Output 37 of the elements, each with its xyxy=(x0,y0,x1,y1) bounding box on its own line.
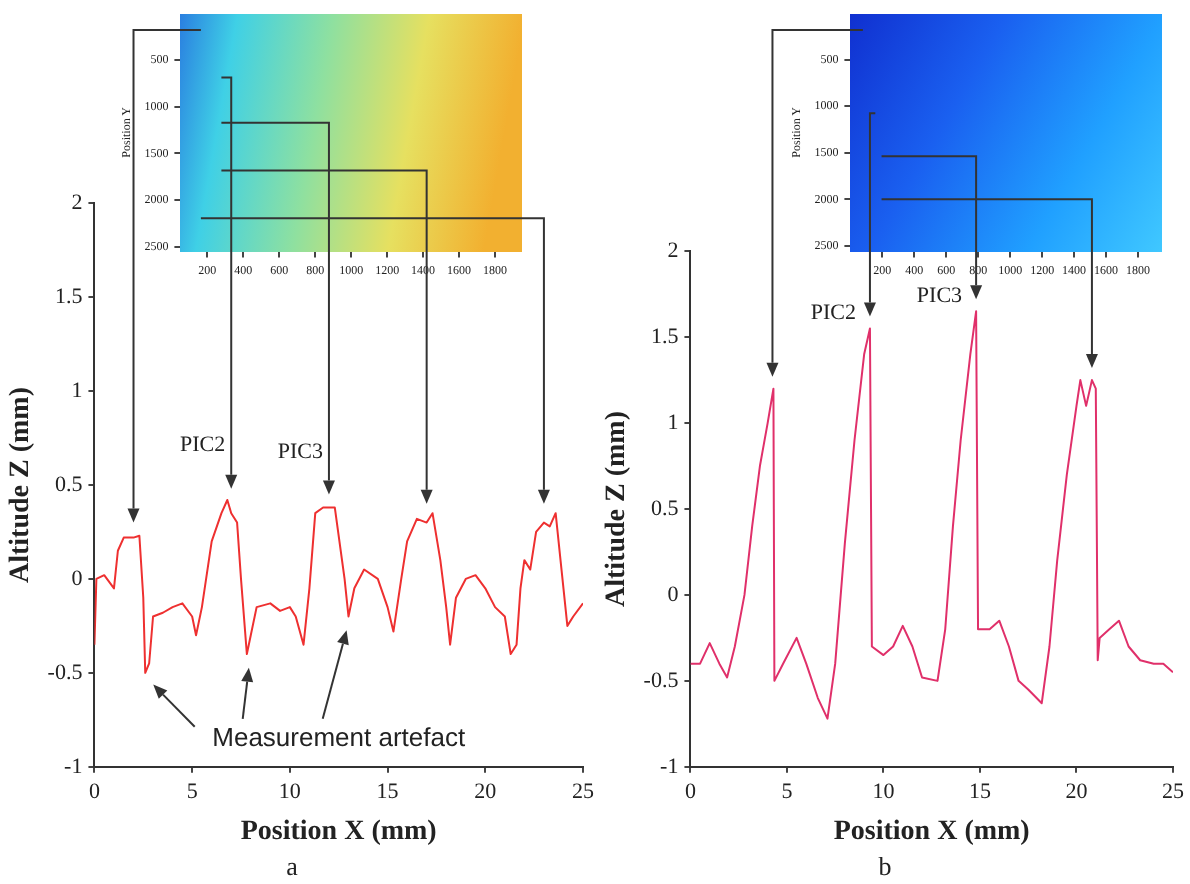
y-tick-label: -1 xyxy=(64,754,83,779)
x-tick-label: 20 xyxy=(1065,779,1089,804)
text: b xyxy=(878,851,892,882)
x-tick-label: 5 xyxy=(781,779,794,804)
y-tick-label: 1.5 xyxy=(54,284,84,309)
y-tick-label: 1 xyxy=(667,410,679,435)
x-tick-label: 10 xyxy=(278,779,302,804)
annotation: PIC2 xyxy=(179,432,226,457)
x-tick-label: 25 xyxy=(1162,779,1185,804)
text: a xyxy=(286,851,299,882)
y-axis-title: Altitude Z (mm) xyxy=(6,386,37,583)
y-tick-label: -0.5 xyxy=(47,660,84,685)
y-tick-label: -0.5 xyxy=(643,668,680,693)
x-tick-label: 0 xyxy=(684,779,697,804)
x-tick-label: 0 xyxy=(88,779,101,804)
x-tick-label: 15 xyxy=(968,779,992,804)
y-tick-label: 2 xyxy=(71,190,83,215)
x-tick-label: 20 xyxy=(474,779,498,804)
annotation: PIC2 xyxy=(810,301,856,326)
y-axis-title: Altitude Z (mm) xyxy=(602,410,633,607)
annotation: PIC3 xyxy=(277,440,324,465)
y-tick-label: -1 xyxy=(660,754,679,779)
y-tick-label: 0 xyxy=(71,566,84,591)
x-tick-label: 25 xyxy=(572,779,595,804)
y-tick-label: 2 xyxy=(667,238,679,263)
y-tick-label: 0 xyxy=(667,582,680,607)
x-axis-title: Position X (mm) xyxy=(833,817,1031,848)
y-tick-label: 0.5 xyxy=(650,496,680,521)
y-tick-label: 0.5 xyxy=(54,472,84,497)
annotation: PIC3 xyxy=(916,284,964,309)
y-tick-label: 1 xyxy=(71,378,83,403)
x-tick-label: 15 xyxy=(376,779,400,804)
annotation: Measurement artefact xyxy=(212,721,466,752)
x-axis-title: Position X (mm) xyxy=(240,817,438,848)
y-tick-label: 1.5 xyxy=(650,324,680,349)
x-tick-label: 10 xyxy=(872,779,896,804)
x-tick-label: 5 xyxy=(186,779,199,804)
